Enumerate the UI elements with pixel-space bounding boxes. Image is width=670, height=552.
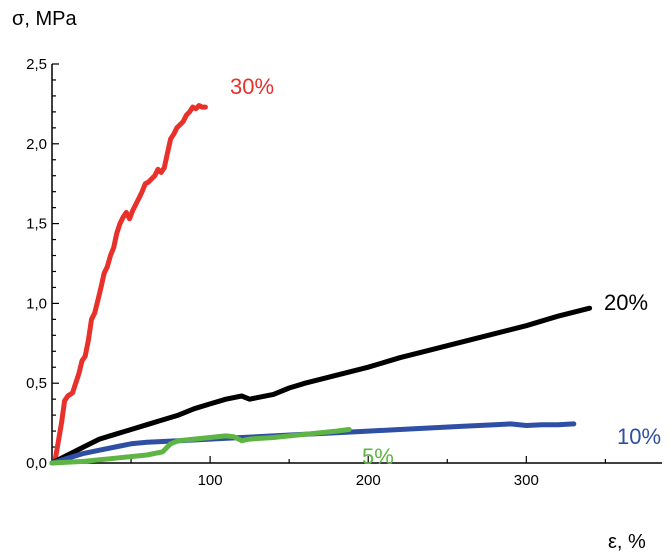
y-tick-label: 2,0 xyxy=(26,136,47,153)
y-axis-title: σ, MPa xyxy=(12,8,77,30)
series-line-20pct xyxy=(49,305,593,466)
y-tick-label: 1,0 xyxy=(26,295,47,312)
x-axis-title: ε, % xyxy=(608,531,646,552)
series-line-5pct xyxy=(49,427,352,466)
y-tick-label: 0,5 xyxy=(26,375,47,392)
series-label-5pct: 5% xyxy=(362,444,394,469)
x-tick-label: 200 xyxy=(356,472,381,489)
y-tick-label: 0,0 xyxy=(26,455,47,472)
series-group: 30% 20% 10% 5% xyxy=(49,74,661,469)
series-line-30pct xyxy=(52,103,208,463)
series-label-10pct: 10% xyxy=(617,424,661,449)
y-ticks: 0,0 0,5 1,0 1,5 2,0 2,5 xyxy=(26,56,59,472)
x-tick-label: 300 xyxy=(514,472,539,489)
series-label-30pct: 30% xyxy=(230,74,274,99)
x-tick-label: 100 xyxy=(198,472,223,489)
axes: 0,0 0,5 1,0 1,5 2,0 2,5 100 200 300 xyxy=(26,56,662,489)
x-ticks: 100 200 300 xyxy=(130,456,606,489)
y-tick-label: 2,5 xyxy=(26,56,47,73)
y-tick-label: 1,5 xyxy=(26,216,47,233)
series-label-20pct: 20% xyxy=(604,290,648,315)
